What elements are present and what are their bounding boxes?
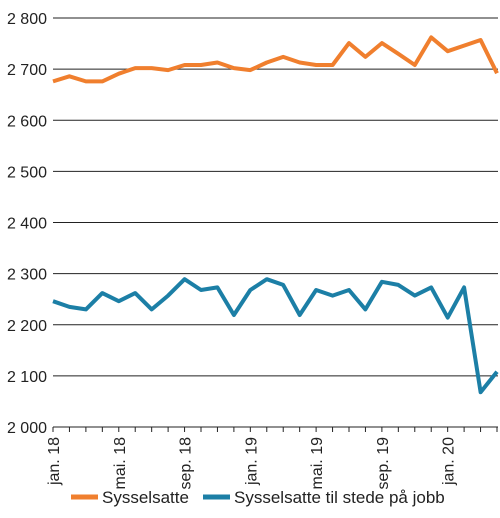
y-tick-label: 2 400 [7,216,47,233]
legend: Sysselsatte Sysselsatte til stede på jobb [71,488,445,507]
x-tick-label: sep. 18 [178,437,195,490]
legend-label-1: Sysselsatte til stede på jobb [234,488,445,507]
y-gridlines [53,17,498,428]
y-tick-label: 2 000 [7,420,47,437]
legend-label-0: Sysselsatte [102,488,189,507]
y-tick-label: 2 600 [7,113,47,130]
x-tick-label: mai. 19 [309,437,326,490]
x-axis-tick-labels: jan. 18 mai. 18 sep. 18 jan. 19 mai. 19 sep. … [46,437,458,490]
y-tick-label: 2 500 [7,164,47,181]
y-tick-label: 2 300 [7,267,47,284]
series-line-1 [52,277,499,395]
x-tick-label: jan. 18 [46,437,63,486]
y-tick-label: 2 700 [7,62,47,79]
x-tick-label: sep. 19 [375,437,392,490]
y-tick-label: 2 800 [7,11,47,28]
x-axis-tick-marks [52,427,498,432]
x-tick-label: mai. 18 [112,437,129,490]
y-tick-label: 2 100 [7,369,47,386]
series-lines [52,35,499,395]
x-tick-label: jan. 19 [243,437,260,486]
y-tick-label: 2 200 [7,318,47,335]
x-tick-label: jan. 20 [441,437,458,486]
y-axis-tick-labels: 2 000 2 100 2 200 2 300 2 400 2 500 2 600 2 700… [7,11,47,437]
series-line-0 [52,35,499,84]
